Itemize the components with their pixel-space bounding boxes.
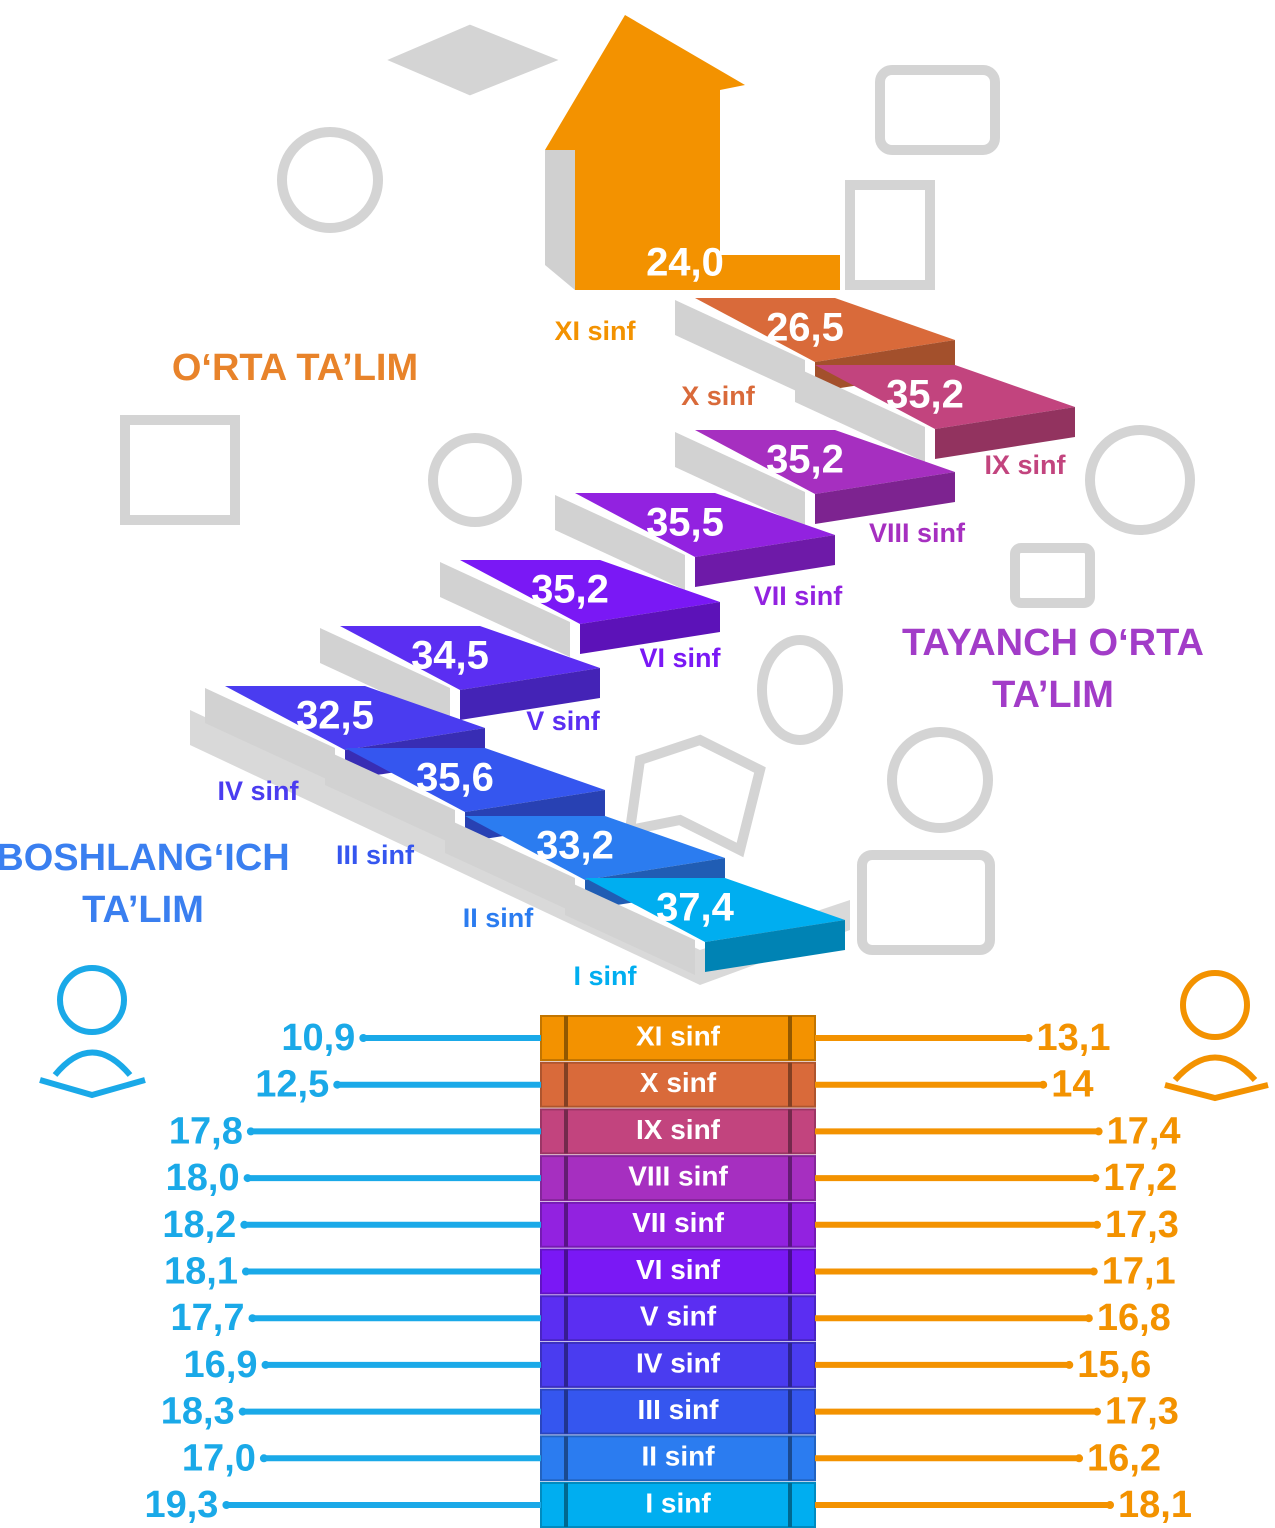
bar-dot bbox=[1090, 1268, 1098, 1276]
step-value: 37,4 bbox=[656, 886, 735, 930]
bar-value: 17,3 bbox=[1105, 1391, 1179, 1433]
clock-icon bbox=[282, 132, 378, 228]
bar-dot bbox=[247, 1127, 255, 1135]
books-icon bbox=[125, 420, 235, 520]
bar-dot bbox=[239, 1408, 247, 1416]
screen-icon bbox=[1015, 548, 1090, 603]
butterfly-chart: I sinf 19,3 18,1 II sinf 17,0 16,2 III sinf 18,… bbox=[144, 1016, 1192, 1527]
bag-icon bbox=[880, 70, 995, 150]
book-label: VI sinf bbox=[636, 1254, 721, 1285]
page: 24,0 XI sinf 26,5 X sinf 35,2 IX sinf 35,2 VIII… bbox=[0, 0, 1275, 1528]
bar-dot bbox=[1106, 1501, 1114, 1509]
board-icon bbox=[862, 855, 990, 950]
step-class-label: X sinf bbox=[681, 381, 756, 411]
bar-value: 17,4 bbox=[1107, 1110, 1181, 1152]
palette-icon bbox=[1090, 430, 1190, 530]
globe-icon bbox=[433, 438, 517, 522]
section-label: TA’LIM bbox=[82, 889, 204, 931]
bar-value: 17,7 bbox=[171, 1297, 245, 1339]
step-value: 35,5 bbox=[646, 501, 724, 545]
book-label: X sinf bbox=[640, 1067, 717, 1098]
step-class-label: VIII sinf bbox=[869, 518, 966, 548]
infographic: 24,0 XI sinf 26,5 X sinf 35,2 IX sinf 35,2 VIII… bbox=[0, 0, 1275, 1528]
bar-dot bbox=[333, 1081, 341, 1089]
bar-value: 17,0 bbox=[182, 1437, 256, 1479]
bar-value: 18,2 bbox=[162, 1204, 236, 1246]
bar-value: 13,1 bbox=[1037, 1017, 1111, 1059]
book-label: I sinf bbox=[645, 1487, 711, 1518]
section-label: BOSHLANG‘ICH bbox=[0, 837, 290, 879]
step-class-label: II sinf bbox=[463, 903, 535, 933]
step-class-label: I sinf bbox=[573, 961, 637, 991]
step-class-label: VI sinf bbox=[639, 643, 721, 673]
bar-value: 16,9 bbox=[184, 1344, 258, 1386]
bar-dot bbox=[244, 1174, 252, 1182]
step-class-label: IX sinf bbox=[984, 450, 1066, 480]
bar-dot bbox=[1039, 1081, 1047, 1089]
step-value: 35,2 bbox=[531, 568, 609, 612]
step-value: 26,5 bbox=[766, 306, 844, 350]
book-label: II sinf bbox=[641, 1441, 715, 1472]
bar-value: 18,1 bbox=[164, 1251, 238, 1293]
bar-dot bbox=[260, 1454, 268, 1462]
bar-dot bbox=[1091, 1174, 1099, 1182]
bar-value: 16,2 bbox=[1087, 1437, 1161, 1479]
step-class-label: VII sinf bbox=[754, 581, 844, 611]
book-label: V sinf bbox=[640, 1301, 717, 1332]
bar-dot bbox=[242, 1268, 250, 1276]
section-label: TAYANCH O‘RTA bbox=[902, 622, 1204, 664]
cap-icon bbox=[400, 30, 545, 90]
bar-dot bbox=[1085, 1314, 1093, 1322]
ball-icon bbox=[892, 732, 988, 828]
section-label: TA’LIM bbox=[992, 674, 1114, 716]
bar-value: 18,3 bbox=[161, 1391, 235, 1433]
bar-value: 17,8 bbox=[169, 1110, 243, 1152]
girl-icon bbox=[1165, 973, 1268, 1098]
bar-value: 12,5 bbox=[255, 1064, 329, 1106]
step-value: 33,2 bbox=[536, 824, 614, 868]
step-value: 32,5 bbox=[296, 694, 374, 738]
bar-value: 17,1 bbox=[1102, 1251, 1176, 1293]
bar-dot bbox=[240, 1221, 248, 1229]
book-label: XI sinf bbox=[636, 1020, 721, 1051]
bar-dot bbox=[262, 1361, 270, 1369]
step-value: 35,6 bbox=[416, 756, 494, 800]
step-value: 34,5 bbox=[411, 634, 489, 678]
bar-dot bbox=[248, 1314, 256, 1322]
boy-icon bbox=[40, 968, 145, 1095]
step-value: 24,0 bbox=[646, 241, 724, 285]
certificate-icon bbox=[850, 185, 930, 285]
bar-dot bbox=[359, 1034, 367, 1042]
bar-dot bbox=[1075, 1454, 1083, 1462]
bar-value: 17,3 bbox=[1105, 1204, 1179, 1246]
book-label: III sinf bbox=[638, 1394, 720, 1425]
bar-value: 17,2 bbox=[1103, 1157, 1177, 1199]
book-label: VII sinf bbox=[632, 1207, 724, 1238]
step-value: 35,2 bbox=[886, 373, 964, 417]
growth-arrow-side bbox=[545, 150, 575, 290]
bar-value: 19,3 bbox=[144, 1484, 218, 1526]
step-class-label: V sinf bbox=[526, 706, 601, 736]
bar-dot bbox=[1025, 1034, 1033, 1042]
bar-value: 18,0 bbox=[166, 1157, 240, 1199]
bar-value: 10,9 bbox=[281, 1017, 355, 1059]
step-class-label: III sinf bbox=[336, 840, 415, 870]
bar-value: 16,8 bbox=[1097, 1297, 1171, 1339]
book-label: IV sinf bbox=[636, 1347, 721, 1378]
bar-dot bbox=[1095, 1127, 1103, 1135]
section-label: O‘RTA TA’LIM bbox=[172, 347, 418, 389]
bar-value: 14 bbox=[1051, 1064, 1093, 1106]
step-class-label: IV sinf bbox=[217, 776, 299, 806]
bar-value: 15,6 bbox=[1077, 1344, 1151, 1386]
book-label: IX sinf bbox=[636, 1114, 721, 1145]
bar-value: 18,1 bbox=[1118, 1484, 1192, 1526]
bar-dot bbox=[222, 1501, 230, 1509]
owl-icon bbox=[762, 640, 838, 740]
step-value: 35,2 bbox=[766, 438, 844, 482]
book-label: VIII sinf bbox=[628, 1160, 728, 1191]
step-class-label: XI sinf bbox=[554, 316, 636, 346]
bar-dot bbox=[1093, 1221, 1101, 1229]
bar-dot bbox=[1093, 1408, 1101, 1416]
bar-dot bbox=[1065, 1361, 1073, 1369]
